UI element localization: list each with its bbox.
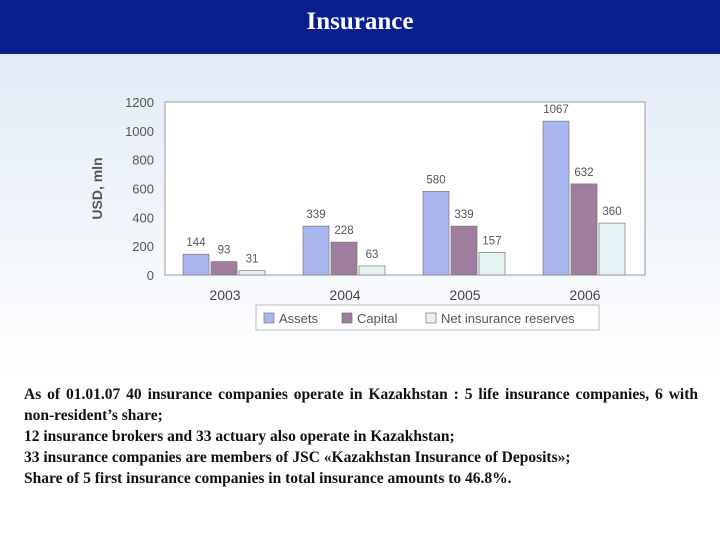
bar (358, 265, 386, 276)
y-tick-label: 1200 (125, 95, 154, 110)
y-tick-label: 200 (132, 239, 154, 254)
paragraph-brokers: 12 insurance brokers and 33 actuary also… (24, 428, 455, 445)
data-label: 339 (306, 209, 325, 221)
y-tick-label: 0 (147, 268, 154, 283)
chart-svg: 0 200 400 600 800 1000 1200 USD, mln 144 93 31 2003… (89, 95, 646, 331)
data-label: 580 (426, 174, 445, 186)
bar-chart: 0 200 400 600 800 1000 1200 USD, mln 144 93 31 2003… (80, 86, 660, 336)
legend-swatch (425, 312, 437, 324)
y-tick-label: 800 (132, 153, 154, 168)
x-tick-label: 2005 (449, 287, 480, 303)
data-label: 632 (574, 167, 593, 179)
x-tick-label: 2003 (209, 287, 240, 303)
bar (210, 261, 238, 276)
paragraph-companies: As of 01.01.07 40 insurance companies op… (24, 386, 698, 424)
y-tick-label: 400 (132, 210, 154, 225)
bar (570, 183, 598, 276)
data-label: 1067 (543, 104, 569, 116)
bar (478, 252, 506, 276)
bar (330, 241, 358, 276)
legend-label: Capital (357, 311, 398, 326)
x-tick-label: 2006 (569, 287, 600, 303)
data-label: 157 (482, 235, 501, 247)
data-label: 63 (366, 249, 379, 261)
title-bar: Insurance (0, 0, 720, 54)
bar (422, 191, 450, 276)
description-text: As of 01.01.07 40 insurance companies op… (24, 384, 698, 489)
bar (598, 222, 626, 276)
bar (450, 225, 478, 276)
paragraph-members: 33 insurance companies are members of JS… (24, 449, 571, 466)
data-label: 228 (334, 225, 353, 237)
bar (238, 270, 266, 276)
data-label: 339 (454, 209, 473, 221)
data-label: 93 (218, 245, 231, 257)
data-label: 360 (602, 206, 621, 218)
y-tick-label: 600 (132, 182, 154, 197)
bar (302, 225, 330, 276)
legend-label: Net insurance reserves (441, 311, 575, 326)
legend-swatch (263, 312, 275, 324)
page-title: Insurance (306, 8, 414, 35)
bar (182, 253, 210, 276)
legend-swatch (341, 312, 353, 324)
bar (542, 120, 570, 276)
paragraph-share: Share of 5 first insurance companies in … (24, 470, 512, 487)
legend-label: Assets (279, 311, 319, 326)
data-label: 144 (186, 237, 206, 249)
y-tick-label: 1000 (125, 124, 154, 139)
y-axis-label: USD, mln (89, 157, 105, 219)
x-tick-label: 2004 (329, 287, 360, 303)
data-label: 31 (246, 254, 259, 266)
